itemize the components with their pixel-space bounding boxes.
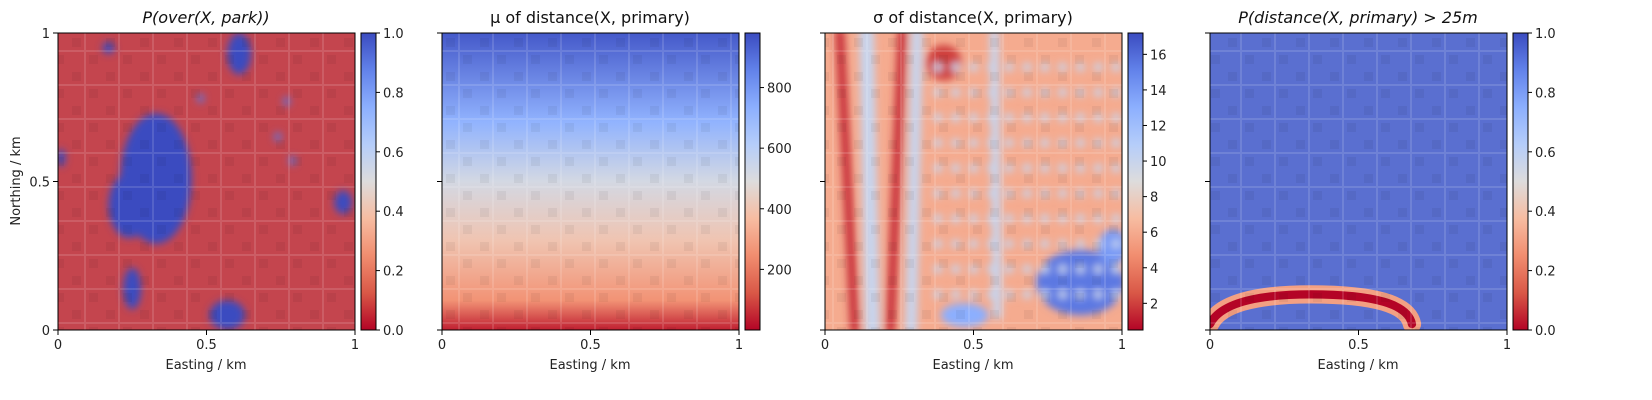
colorbar xyxy=(1513,33,1528,330)
colorbar-tick-label: 0.2 xyxy=(1535,265,1556,280)
panel-park-probability: P(over(X, park)) 0 0.5 1 0 0.5 1 Easting / k… xyxy=(9,8,404,373)
panel-title: P(distance(X, primary) > 25m xyxy=(1238,8,1477,27)
x-axis-label: Easting / km xyxy=(166,358,247,373)
colorbar-tick-label: 0.0 xyxy=(1535,324,1556,339)
colorbar-tick-label: 0.4 xyxy=(383,205,404,220)
panel-title: P(over(X, park)) xyxy=(142,8,269,27)
heatmap-area xyxy=(1210,33,1507,330)
x-tick-label: 1 xyxy=(1503,338,1511,353)
colorbar-tick-label: 0.6 xyxy=(1535,146,1556,161)
x-tick-label: 0.5 xyxy=(580,338,601,353)
x-tick-label: 0.5 xyxy=(963,338,984,353)
map-overlay xyxy=(825,33,1122,330)
colorbar-tick-label: 12 xyxy=(1150,119,1167,134)
y-tick-label: 0.5 xyxy=(29,176,50,191)
panel-distance-mean: μ of distance(X, primary) 0 0.5 1 Easting … xyxy=(437,8,792,373)
map-overlay xyxy=(1210,33,1507,330)
x-tick-label: 1 xyxy=(1118,338,1126,353)
colorbar-tick-label: 0.0 xyxy=(383,324,404,339)
colorbar-tick-label: 0.6 xyxy=(383,146,404,161)
x-tick-label: 0 xyxy=(821,338,829,353)
heatmap-area xyxy=(825,33,1122,330)
x-tick-label: 0 xyxy=(438,338,446,353)
x-axis-label: Easting / km xyxy=(933,358,1014,373)
colorbar-frame xyxy=(744,32,761,331)
panel-distance-std: σ of distance(X, primary) 0 0.5 1 Easting … xyxy=(820,8,1167,373)
colorbar-frame xyxy=(1127,32,1144,331)
y-tick-label: 0 xyxy=(42,324,50,339)
heatmap-area xyxy=(58,33,355,330)
colorbar-tick-label: 2 xyxy=(1150,297,1158,312)
colorbar-tick-label: 1.0 xyxy=(383,27,404,42)
colorbar-tick-label: 6 xyxy=(1150,226,1158,241)
panel-distance-exceedance: P(distance(X, primary) > 25m 0 0.5 1 Easti… xyxy=(1205,8,1556,373)
x-tick-label: 1 xyxy=(735,338,743,353)
colorbar-tick-label: 400 xyxy=(767,203,792,218)
colorbar-tick-label: 1.0 xyxy=(1535,27,1556,42)
x-tick-label: 0.5 xyxy=(1348,338,1369,353)
x-tick-label: 0 xyxy=(1206,338,1214,353)
colorbar-tick-label: 14 xyxy=(1150,84,1167,99)
colorbar-tick-label: 200 xyxy=(767,263,792,278)
colorbar xyxy=(361,33,376,330)
x-tick-label: 0 xyxy=(54,338,62,353)
panel-title: μ of distance(X, primary) xyxy=(490,8,690,27)
colorbar xyxy=(1128,33,1143,330)
panel-title: σ of distance(X, primary) xyxy=(873,8,1073,27)
colorbar-tick-label: 10 xyxy=(1150,155,1167,170)
colorbar-tick-label: 0.2 xyxy=(383,265,404,280)
x-tick-label: 0.5 xyxy=(196,338,217,353)
x-axis-label: Easting / km xyxy=(550,358,631,373)
colorbar-tick-label: 8 xyxy=(1150,191,1158,206)
x-tick-label: 1 xyxy=(351,338,359,353)
colorbar-tick-label: 16 xyxy=(1150,48,1167,63)
colorbar-tick-label: 0.8 xyxy=(1535,86,1556,101)
colorbar xyxy=(745,33,760,330)
colorbar-tick-label: 600 xyxy=(767,142,792,157)
colorbar-tick-label: 4 xyxy=(1150,262,1158,277)
x-axis-label: Easting / km xyxy=(1318,358,1399,373)
map-overlay xyxy=(442,33,739,330)
colorbar-frame xyxy=(1512,32,1529,331)
colorbar-tick-label: 0.4 xyxy=(1535,205,1556,220)
colorbar-frame xyxy=(360,32,377,331)
y-axis-label: Northing / km xyxy=(9,136,24,225)
y-tick-label: 1 xyxy=(42,27,50,42)
heatmap-area xyxy=(442,33,739,330)
map-overlay xyxy=(58,33,355,330)
colorbar-tick-label: 0.8 xyxy=(383,86,404,101)
colorbar-tick-label: 800 xyxy=(767,82,792,97)
